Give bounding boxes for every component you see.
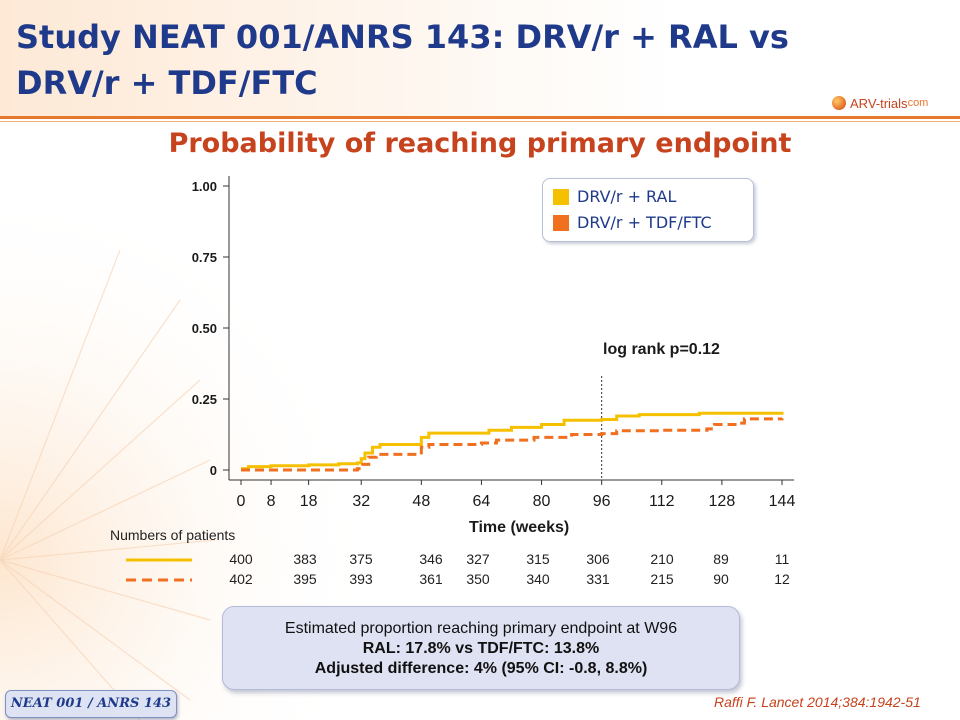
risk-cell-ral: 306	[586, 551, 610, 567]
study-label-box: NEAT 001 / ANRS 143	[5, 690, 177, 718]
risk-table-title: Numbers of patients	[110, 527, 236, 543]
x-tick-label: 80	[533, 493, 551, 510]
slide-title: Study NEAT 001/ANRS 143: DRV/r + RAL vs …	[16, 18, 789, 102]
legend-label-tdf: DRV/r + TDF/FTC	[577, 213, 712, 232]
y-tick-label: 0.50	[192, 321, 217, 336]
risk-cell-ral: 400	[229, 551, 253, 567]
chart-series	[241, 411, 784, 472]
y-tick-label: 0.75	[192, 250, 217, 265]
legend-item-ral: DRV/r + RAL	[553, 187, 676, 206]
title-divider	[0, 116, 960, 119]
risk-cell-tdf: 393	[349, 571, 373, 587]
chart-ticks: 0 0.25 0.50 0.75 1.00 0 8 18 32 48 64 80 96 112 128 144	[192, 179, 796, 510]
risk-cell-tdf: 215	[650, 571, 674, 587]
risk-cell-ral: 315	[526, 551, 550, 567]
arv-trials-logo: ARV-trials com	[832, 92, 928, 114]
y-tick-label: 0.25	[192, 392, 217, 407]
x-tick-label: 64	[473, 493, 491, 510]
x-tick-label: 96	[593, 493, 611, 510]
risk-cell-tdf: 361	[419, 571, 443, 587]
chart-legend: DRV/r + RAL DRV/r + TDF/FTC	[542, 178, 754, 242]
y-tick-label: 0	[210, 463, 217, 478]
y-tick-label: 1.00	[192, 179, 217, 194]
log-rank-annotation: log rank p=0.12	[603, 341, 720, 358]
legend-item-tdf: DRV/r + TDF/FTC	[553, 213, 712, 232]
risk-cell-tdf: 12	[774, 571, 790, 587]
series-line-ral	[241, 411, 784, 471]
risk-cell-tdf: 350	[466, 571, 490, 587]
x-axis-label: Time (weeks)	[469, 519, 570, 536]
summary-box: Estimated proportion reaching primary en…	[222, 606, 740, 690]
chart-subtitle: Probability of reaching primary endpoint	[168, 128, 792, 159]
title-divider-thin	[0, 121, 960, 122]
x-tick-label: 18	[300, 493, 318, 510]
x-tick-label: 144	[769, 493, 796, 510]
legend-swatch-ral	[553, 188, 569, 205]
risk-cell-ral: 346	[419, 551, 443, 567]
citation: Raffi F. Lancet 2014;384:1942-51	[714, 694, 921, 710]
legend-label-ral: DRV/r + RAL	[577, 187, 677, 206]
logo-suffix: com	[907, 97, 929, 109]
series-line-tdf	[241, 417, 784, 472]
legend-swatch-tdf	[553, 214, 569, 231]
risk-cell-ral: 210	[650, 551, 674, 567]
risk-cell-tdf: 402	[229, 571, 253, 587]
x-tick-label: 112	[649, 493, 675, 510]
risk-cell-tdf: 395	[293, 571, 317, 587]
x-tick-label: 48	[412, 493, 430, 510]
summary-line-2: RAL: 17.8% vs TDF/FTC: 13.8%	[362, 640, 600, 657]
risk-cell-ral: 11	[774, 551, 790, 567]
x-tick-label: 0	[237, 493, 246, 510]
x-tick-label: 128	[709, 493, 736, 510]
risk-cell-tdf: 331	[586, 571, 610, 587]
risk-cell-ral: 375	[349, 551, 373, 567]
risk-cell-ral: 327	[466, 551, 490, 567]
x-tick-label: 32	[352, 493, 370, 510]
risk-cell-ral: 383	[293, 551, 317, 567]
risk-cell-ral: 89	[713, 551, 729, 567]
x-tick-label: 8	[267, 493, 276, 510]
risk-cell-tdf: 90	[713, 571, 729, 587]
logo-icon	[832, 96, 846, 110]
logo-text: ARV-trials	[850, 95, 908, 111]
risk-cell-tdf: 340	[526, 571, 550, 587]
summary-line-3: Adjusted difference: 4% (95% CI: -0.8, 8…	[314, 660, 648, 677]
summary-line-1: Estimated proportion reaching primary en…	[284, 620, 678, 637]
